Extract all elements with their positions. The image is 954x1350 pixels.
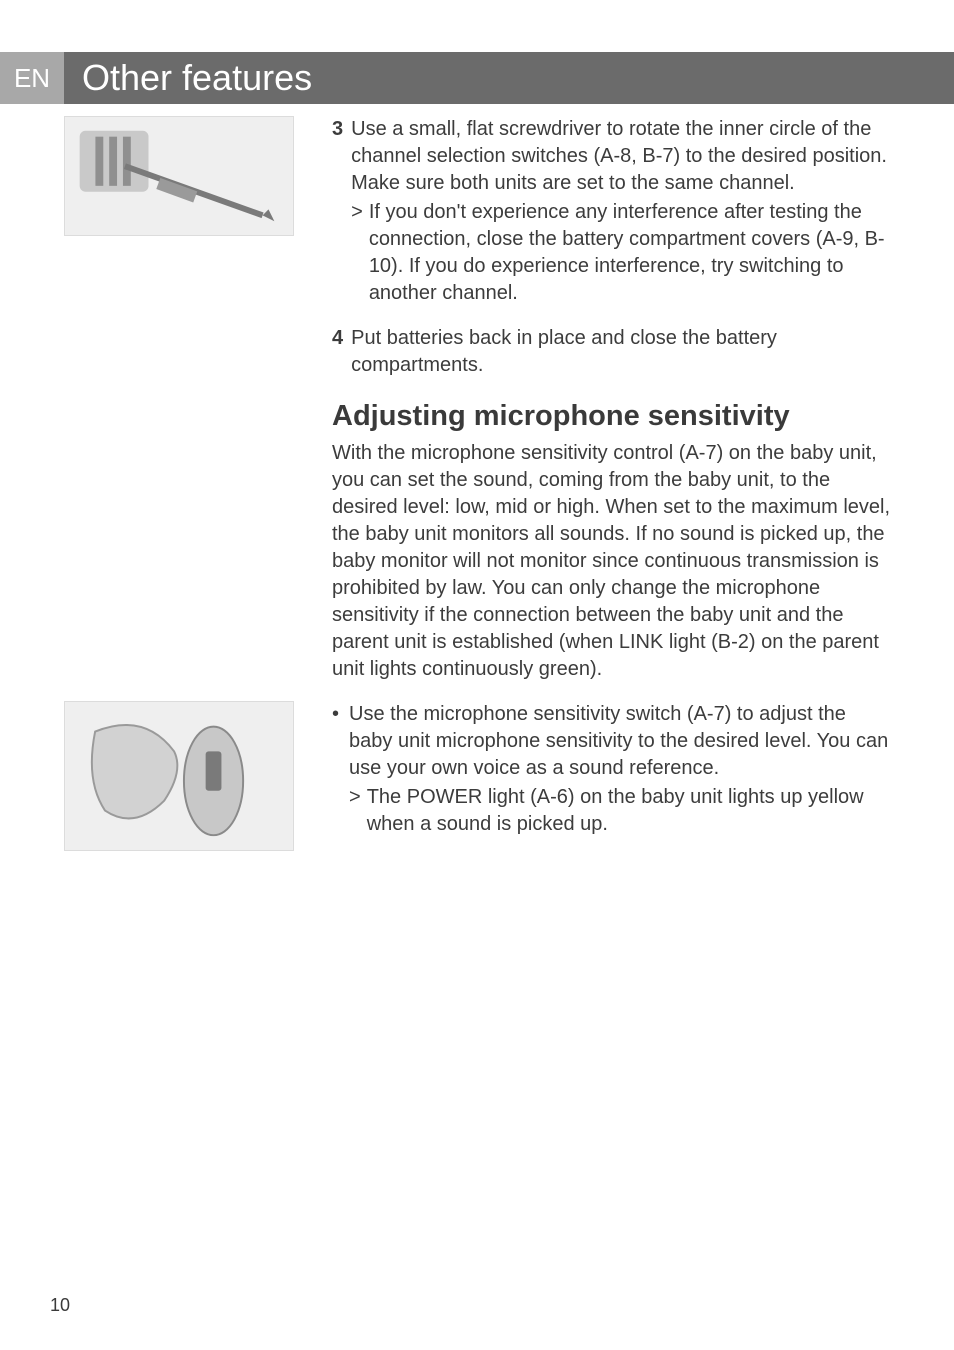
content-area: 3 Use a small, flat screwdriver to rotat… bbox=[64, 116, 894, 851]
step-sub-text: If you don't experience any interference… bbox=[369, 199, 894, 307]
step-number: 3 bbox=[332, 116, 343, 307]
bullet-body: Use the microphone sensitivity switch (A… bbox=[349, 701, 894, 838]
figure-column-2 bbox=[64, 701, 332, 851]
step-body: Use a small, flat screwdriver to rotate … bbox=[351, 116, 894, 307]
section-paragraph: With the microphone sensitivity control … bbox=[332, 440, 894, 683]
text-column-1: 3 Use a small, flat screwdriver to rotat… bbox=[332, 116, 894, 701]
sub-mark-icon: > bbox=[349, 784, 361, 838]
bullet-item: • Use the microphone sensitivity switch … bbox=[332, 701, 894, 838]
bullet-text: Use the microphone sensitivity switch (A… bbox=[349, 703, 888, 779]
sub-mark-icon: > bbox=[351, 199, 363, 307]
step-text: Put batteries back in place and close th… bbox=[351, 327, 777, 376]
page-title-bar: Other features bbox=[64, 52, 954, 104]
language-tab: EN bbox=[0, 52, 64, 104]
text-column-2: • Use the microphone sensitivity switch … bbox=[332, 701, 894, 851]
row-step3: 3 Use a small, flat screwdriver to rotat… bbox=[64, 116, 894, 701]
step-number: 4 bbox=[332, 325, 343, 379]
row-bullet: • Use the microphone sensitivity switch … bbox=[64, 701, 894, 851]
section-heading: Adjusting microphone sensitivity bbox=[332, 397, 894, 436]
bullet-mark-icon: • bbox=[332, 701, 339, 838]
step-body: Put batteries back in place and close th… bbox=[351, 325, 894, 379]
step-sub: > If you don't experience any interferen… bbox=[351, 199, 894, 307]
bullet-sub-text: The POWER light (A-6) on the baby unit l… bbox=[367, 784, 894, 838]
figure-column-1 bbox=[64, 116, 332, 701]
screwdriver-channel-switch-illustration bbox=[64, 116, 294, 236]
bullet-sub: > The POWER light (A-6) on the baby unit… bbox=[349, 784, 894, 838]
step-4: 4 Put batteries back in place and close … bbox=[332, 325, 894, 379]
step-text: Use a small, flat screwdriver to rotate … bbox=[351, 118, 887, 194]
hand-sensitivity-switch-illustration bbox=[64, 701, 294, 851]
page-number: 10 bbox=[50, 1295, 70, 1316]
page: EN Other features bbox=[0, 0, 954, 1350]
step-3: 3 Use a small, flat screwdriver to rotat… bbox=[332, 116, 894, 307]
